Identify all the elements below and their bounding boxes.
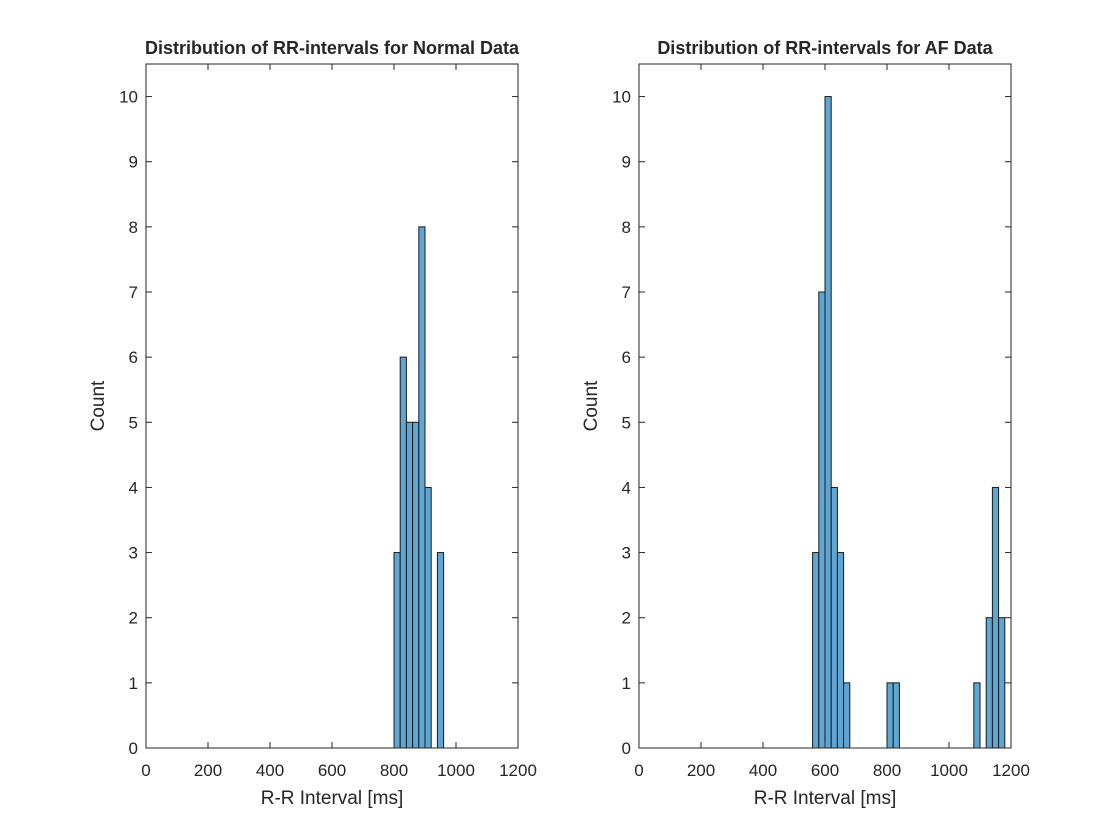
- x-tick-label: 200: [687, 761, 715, 780]
- histogram-bar: [991, 486, 1000, 749]
- normal-data-histogram-panel: Distribution of RR-intervals for Normal …: [88, 38, 537, 809]
- histogram-bar: [836, 552, 845, 749]
- x-tick-label: 600: [811, 761, 839, 780]
- y-tick-label: 5: [622, 413, 631, 432]
- histogram-bar: [843, 682, 851, 749]
- y-tick-label: 8: [129, 218, 138, 237]
- y-tick-label: 1: [129, 674, 138, 693]
- x-tick-label: 600: [318, 761, 346, 780]
- y-tick-label: 6: [622, 348, 631, 367]
- af-data-histogram-panel: Distribution of RR-intervals for AF Data…: [581, 38, 1030, 809]
- y-tick-label: 3: [129, 544, 138, 563]
- histogram-bar: [424, 486, 432, 749]
- y-tick-label: 3: [622, 544, 631, 563]
- x-tick-label: 0: [634, 761, 643, 780]
- histogram-bar: [998, 617, 1006, 749]
- histogram-bar: [818, 291, 826, 749]
- chart-title: Distribution of RR-intervals for AF Data: [657, 38, 993, 58]
- bar-group: [393, 226, 445, 749]
- y-tick-label: 8: [622, 218, 631, 237]
- y-axis-label: Count: [88, 380, 109, 431]
- y-tick-label: 0: [622, 739, 631, 758]
- histogram-bar: [412, 421, 420, 749]
- y-axis-label: Count: [581, 380, 602, 431]
- histogram-bar: [985, 617, 993, 749]
- y-tick-label: 1: [622, 674, 631, 693]
- y-tick-label: 4: [622, 478, 631, 497]
- y-tick-label: 0: [129, 739, 138, 758]
- x-tick-label: 800: [380, 761, 408, 780]
- histogram-bar: [892, 682, 900, 749]
- y-tick-label: 2: [622, 609, 631, 628]
- bar-group: [812, 96, 1006, 749]
- y-tick-label: 5: [129, 413, 138, 432]
- y-tick-label: 6: [129, 348, 138, 367]
- histogram-bar: [886, 682, 894, 749]
- y-tick-label: 10: [119, 88, 138, 107]
- tick-group: 0 200 400 600 800 1000 1200 0 1 2 3 4 5 6 7 8 9 10: [612, 64, 1030, 780]
- histogram-bar: [393, 552, 401, 749]
- y-tick-label: 9: [622, 153, 631, 172]
- x-tick-label: 0: [141, 761, 150, 780]
- histogram-bar: [436, 552, 445, 749]
- x-tick-label: 1000: [930, 761, 968, 780]
- x-tick-label: 1200: [499, 761, 537, 780]
- y-tick-label: 7: [622, 283, 631, 302]
- histogram-bar: [973, 682, 981, 749]
- x-tick-label: 1000: [437, 761, 475, 780]
- histogram-bar: [812, 552, 820, 749]
- x-tick-label: 400: [256, 761, 284, 780]
- y-tick-label: 7: [129, 283, 138, 302]
- y-tick-label: 4: [129, 478, 138, 497]
- y-tick-label: 10: [612, 88, 631, 107]
- histogram-bar: [824, 96, 832, 749]
- y-tick-label: 9: [129, 153, 138, 172]
- x-tick-label: 200: [194, 761, 222, 780]
- histogram-bar: [418, 226, 426, 749]
- histogram-bar: [399, 356, 407, 749]
- x-tick-label: 400: [749, 761, 777, 780]
- x-tick-label: 800: [873, 761, 901, 780]
- x-axis-label: R-R Interval [ms]: [754, 788, 897, 809]
- x-axis-label: R-R Interval [ms]: [261, 788, 404, 809]
- tick-group: 0 200 400 600 800 1000 1200 0 1 2 3 4 5 6 7 8 9 10: [119, 64, 537, 780]
- y-tick-label: 2: [129, 609, 138, 628]
- chart-title: Distribution of RR-intervals for Normal …: [145, 38, 520, 58]
- histogram-bar: [405, 421, 414, 749]
- histogram-bar: [830, 486, 838, 749]
- x-tick-label: 1200: [992, 761, 1030, 780]
